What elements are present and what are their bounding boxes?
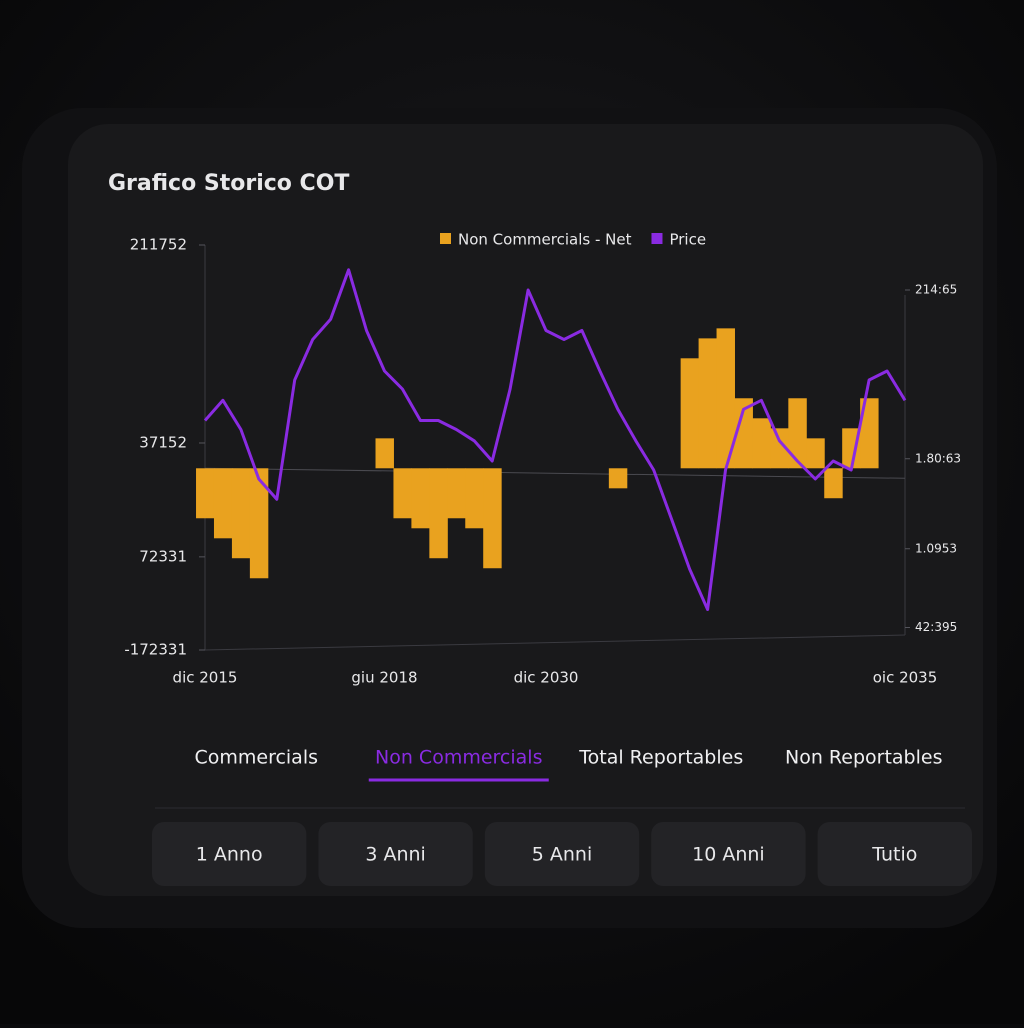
- tab[interactable]: Non Commercials: [375, 747, 542, 769]
- tab[interactable]: Non Reportables: [785, 747, 942, 769]
- range-button[interactable]: [817, 822, 972, 886]
- range-label[interactable]: 5 Anni: [532, 844, 593, 866]
- x-tick-label: giu 2018: [351, 669, 417, 687]
- x-tick-label: dic 2030: [514, 669, 579, 687]
- y-tick-label: -172331: [124, 641, 187, 659]
- y-tick-label: 37152: [139, 433, 187, 451]
- net-bar: [375, 438, 394, 469]
- net-bar: [483, 468, 502, 569]
- net-bar: [860, 398, 879, 469]
- legend-label: Non Commercials - Net: [458, 231, 632, 249]
- tab[interactable]: Commercials: [194, 747, 318, 769]
- net-bar: [196, 468, 215, 519]
- y2-tick-label: 1.0953: [915, 541, 957, 555]
- y-tick-label: 211752: [130, 236, 187, 254]
- range-button[interactable]: [318, 822, 473, 886]
- legend-swatch: [651, 233, 663, 244]
- net-bar: [429, 468, 448, 559]
- net-bar: [680, 358, 700, 469]
- net-bar: [411, 468, 430, 529]
- tab[interactable]: Total Reportables: [578, 747, 743, 769]
- net-bar: [788, 398, 807, 469]
- range-label[interactable]: 1 Anno: [196, 844, 263, 866]
- zero-line: [204, 467, 906, 479]
- net-bar: [465, 468, 484, 529]
- legend-swatch: [440, 233, 451, 244]
- range-label[interactable]: 3 Anni: [365, 844, 426, 866]
- net-bar: [231, 468, 251, 559]
- net-bar: [824, 468, 843, 499]
- x-axis: [204, 634, 906, 651]
- price-line: [203, 268, 907, 611]
- net-bar: [806, 438, 825, 469]
- y-tick-label: 72331: [139, 547, 187, 565]
- range-label[interactable]: Tutio: [871, 844, 917, 866]
- y2-tick-label: 214:65: [915, 283, 957, 297]
- x-tick-label: oic 2035: [873, 669, 938, 687]
- net-bar: [249, 468, 269, 579]
- tablet-screen: [68, 124, 983, 896]
- y2-tick-label: 42:395: [915, 620, 957, 634]
- net-bar: [770, 428, 789, 469]
- net-bar: [447, 468, 466, 519]
- net-bar: [213, 468, 233, 539]
- range-button[interactable]: [484, 822, 640, 886]
- legend-label: Price: [669, 231, 706, 249]
- net-bar: [716, 328, 735, 469]
- chart-title: Grafico Storico COT: [108, 171, 349, 196]
- net-bar: [734, 398, 753, 469]
- y2-tick-label: 1.80:63: [915, 451, 961, 465]
- net-bar: [752, 418, 771, 469]
- range-button[interactable]: [651, 822, 806, 886]
- range-button[interactable]: [152, 822, 307, 886]
- net-bar: [698, 338, 718, 469]
- net-bar: [393, 468, 412, 519]
- x-tick-label: dic 2015: [173, 669, 238, 687]
- net-bar: [608, 468, 628, 489]
- range-label[interactable]: 10 Anni: [692, 844, 765, 866]
